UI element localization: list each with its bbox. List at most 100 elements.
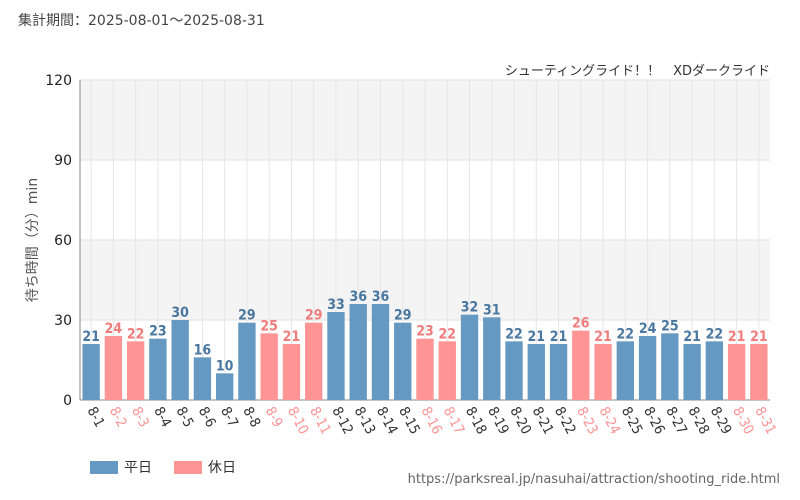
data-label: 22: [617, 326, 635, 342]
data-label: 10: [216, 358, 234, 374]
x-tick-label: 8-9: [262, 404, 286, 430]
period-label: 集計期間：2025-08-01～2025-08-31: [18, 13, 265, 29]
bar-8-30: [727, 344, 746, 400]
y-axis-label: 待ち時間（分）min: [25, 178, 41, 302]
chart-subtitle: シューティングライド！！ XDダークライド: [504, 64, 770, 79]
y-tick-label: 90: [54, 153, 72, 169]
bar-8-11: [305, 322, 323, 400]
bar-8-31: [750, 344, 768, 400]
bar-8-13: [349, 304, 367, 400]
data-label: 21: [82, 329, 100, 345]
data-label: 21: [550, 329, 568, 345]
data-label: 21: [728, 329, 746, 345]
data-label: 21: [528, 329, 546, 345]
x-tick-label: 8-24: [596, 404, 624, 437]
bar-8-17: [438, 341, 456, 400]
legend-weekday-label: 平日: [124, 460, 152, 476]
data-label: 21: [283, 329, 301, 345]
legend-holiday-label: 休日: [208, 460, 236, 476]
bar-8-15: [394, 322, 412, 400]
y-tick-label: 30: [54, 313, 72, 329]
x-tick-label: 8-17: [440, 404, 468, 437]
bar-8-27: [661, 333, 679, 400]
bar-8-2: [104, 336, 123, 400]
data-label: 22: [127, 326, 145, 342]
x-tick-label: 8-6: [195, 404, 219, 430]
bar-8-25: [616, 341, 635, 400]
data-label: 29: [394, 308, 412, 324]
x-tick-label: 8-27: [662, 404, 690, 437]
x-tick-label: 8-22: [551, 404, 579, 437]
bar-8-23: [572, 330, 590, 400]
bar-8-26: [638, 336, 657, 400]
data-label: 21: [683, 329, 701, 345]
bar-8-22: [549, 344, 568, 400]
bar-8-1: [82, 344, 100, 400]
data-label: 24: [105, 321, 123, 337]
data-label: 36: [372, 289, 390, 305]
bar-8-24: [594, 344, 612, 400]
bar-8-4: [149, 338, 167, 400]
data-label: 16: [194, 342, 212, 358]
x-tick-label: 8-10: [284, 404, 312, 437]
data-label: 24: [639, 321, 657, 337]
holiday-swatch: [174, 460, 202, 474]
data-label: 21: [594, 329, 612, 345]
data-label: 29: [305, 308, 323, 324]
data-label: 22: [438, 326, 456, 342]
data-label: 25: [661, 318, 679, 334]
data-label: 21: [750, 329, 768, 345]
x-tick-label: 8-31: [751, 404, 779, 437]
bar-8-5: [171, 320, 189, 400]
bar-8-6: [193, 357, 212, 400]
bar-8-9: [260, 333, 278, 400]
x-tick-label: 8-12: [328, 404, 356, 437]
y-axis-ticks: 0 30 60 90 120: [45, 73, 72, 409]
data-label: 23: [149, 324, 167, 340]
x-tick-label: 8-21: [529, 404, 557, 437]
bars: [82, 304, 768, 400]
bar-8-16: [416, 338, 434, 400]
x-tick-label: 8-2: [106, 404, 130, 430]
y-tick-label: 0: [63, 393, 72, 409]
data-label: 29: [238, 308, 256, 324]
data-label: 25: [260, 318, 278, 334]
bar-8-28: [683, 344, 701, 400]
data-label: 36: [349, 289, 367, 305]
data-label: 33: [327, 297, 345, 313]
bar-8-19: [483, 317, 501, 400]
x-tick-label: 8-29: [707, 404, 735, 437]
x-axis-ticks: 8-18-28-38-48-58-68-78-88-98-108-118-128…: [84, 404, 779, 437]
bar-8-29: [705, 341, 724, 400]
bar-8-21: [527, 344, 545, 400]
data-label: 30: [171, 305, 189, 321]
y-tick-label: 60: [54, 233, 72, 249]
bar-8-10: [282, 344, 301, 400]
x-tick-label: 8-19: [484, 404, 512, 437]
data-label: 22: [505, 326, 523, 342]
bar-8-14: [371, 304, 390, 400]
legend: 平日 休日: [90, 457, 258, 477]
x-tick-label: 8-20: [507, 404, 535, 437]
bar-8-20: [505, 341, 523, 400]
x-tick-label: 8-7: [217, 404, 241, 430]
x-tick-label: 8-13: [351, 404, 379, 437]
x-tick-label: 8-15: [395, 404, 423, 437]
x-tick-label: 8-23: [573, 404, 601, 437]
x-tick-label: 8-25: [618, 404, 646, 437]
bar-8-18: [460, 314, 479, 400]
x-tick-label: 8-28: [685, 404, 713, 437]
x-tick-label: 8-18: [462, 404, 490, 437]
bar-8-12: [327, 312, 345, 400]
legend-item-holiday: 休日: [174, 457, 236, 477]
x-tick-label: 8-14: [373, 404, 401, 437]
data-label: 26: [572, 316, 590, 332]
bar-8-7: [215, 373, 234, 400]
data-label: 23: [416, 324, 434, 340]
bar-8-3: [126, 341, 145, 400]
x-tick-label: 8-4: [150, 404, 174, 430]
x-tick-label: 8-16: [417, 404, 445, 437]
x-tick-label: 8-8: [239, 404, 263, 430]
data-label: 22: [706, 326, 724, 342]
